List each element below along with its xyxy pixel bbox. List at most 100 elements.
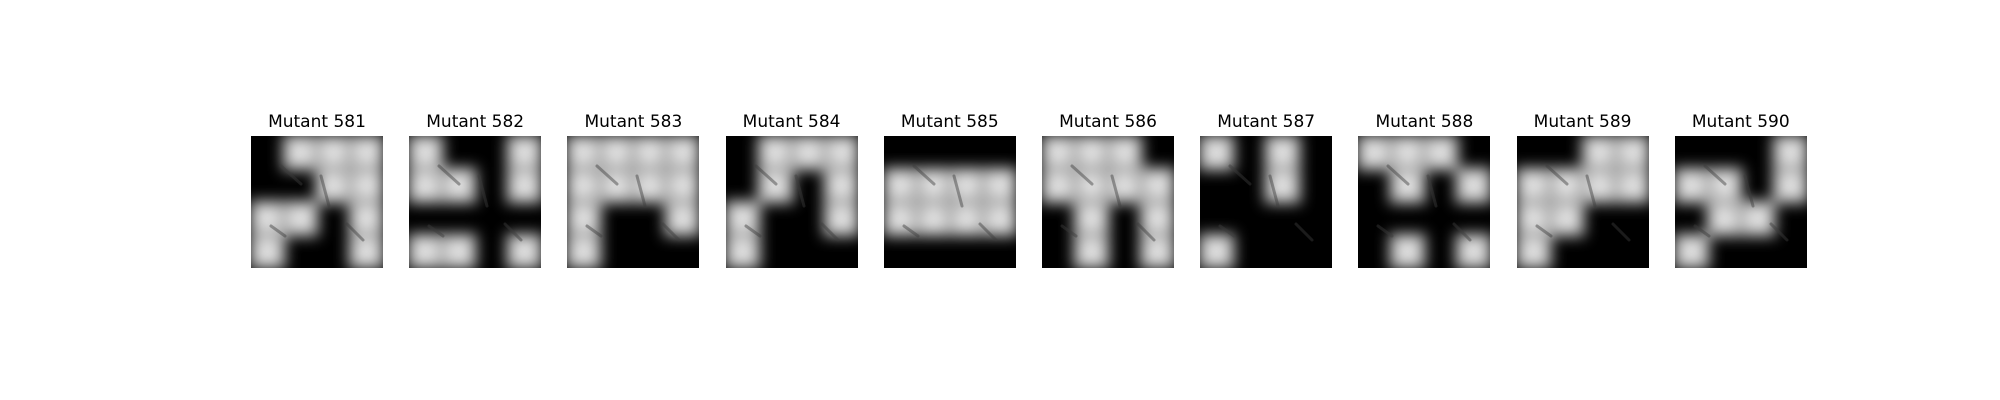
mask-highlight <box>756 136 794 171</box>
texture-stroke <box>477 174 489 208</box>
mask-highlight <box>1422 136 1460 171</box>
mask-highlight <box>282 136 319 171</box>
mask-highlight <box>1073 200 1110 237</box>
mask-highlight <box>1580 136 1618 171</box>
texture-stroke <box>1060 224 1078 238</box>
texture-stroke <box>319 174 331 208</box>
mask-highlight <box>1389 136 1427 171</box>
mask-highlight <box>948 200 985 237</box>
mask-highlight <box>348 200 383 237</box>
mask-highlight <box>1516 200 1552 237</box>
texture-stroke <box>1426 174 1438 208</box>
mask-highlight <box>1706 200 1743 237</box>
mask-highlight <box>631 136 669 171</box>
mask-highlight <box>981 200 1016 237</box>
mask-image <box>1358 136 1491 268</box>
panel-title: Mutant 587 <box>1217 112 1316 132</box>
mask-highlight <box>251 233 286 268</box>
mask-highlight <box>664 167 700 204</box>
texture-stroke <box>978 222 998 242</box>
texture-stroke <box>1693 224 1711 238</box>
texture-stroke <box>1376 224 1394 238</box>
texture-stroke <box>595 164 619 186</box>
mask-highlight <box>1674 233 1710 268</box>
mask-highlight <box>1106 136 1143 171</box>
texture-stroke <box>1452 222 1472 242</box>
texture-stroke <box>1535 224 1553 238</box>
mask-highlight <box>315 136 352 171</box>
mask-highlight <box>506 136 542 171</box>
mask-highlight <box>1772 167 1807 204</box>
texture-stroke <box>269 224 287 238</box>
mask-highlight <box>506 167 542 204</box>
mask-highlight <box>915 167 952 204</box>
mask-highlight <box>822 200 858 237</box>
mask-highlight <box>1389 233 1427 268</box>
mask-highlight <box>409 233 444 268</box>
mask-highlight <box>1106 167 1143 204</box>
mask-highlight <box>1580 167 1618 204</box>
mask-highlight <box>725 200 761 237</box>
panel-title: Mutant 582 <box>426 112 525 132</box>
mask-highlight <box>883 200 919 237</box>
mask-highlight <box>948 167 985 204</box>
texture-stroke <box>1110 174 1122 208</box>
mask-highlight <box>756 167 794 204</box>
panel-title: Mutant 588 <box>1375 112 1474 132</box>
texture-stroke <box>1585 174 1597 208</box>
mask-highlight <box>1073 136 1110 171</box>
mask-image <box>567 136 700 268</box>
mask-highlight <box>1073 167 1110 204</box>
mask-highlight <box>315 167 352 204</box>
mask-highlight <box>567 167 603 204</box>
texture-stroke <box>1386 164 1410 186</box>
mask-highlight <box>1613 167 1649 204</box>
mask-image <box>1516 136 1649 268</box>
mask-highlight <box>664 136 700 171</box>
mask-highlight <box>1674 167 1710 204</box>
mask-highlight <box>981 167 1016 204</box>
mask-image <box>409 136 542 268</box>
texture-stroke <box>427 224 445 238</box>
panel-title: Mutant 584 <box>742 112 841 132</box>
mask-highlight <box>1706 167 1743 204</box>
mask-highlight <box>567 136 603 171</box>
panel-title: Mutant 590 <box>1691 112 1790 132</box>
texture-stroke <box>661 222 681 242</box>
mask-highlight <box>1516 167 1552 204</box>
mask-highlight <box>598 136 636 171</box>
texture-stroke <box>635 174 647 208</box>
mask-highlight <box>1139 233 1174 268</box>
mask-highlight <box>409 136 444 171</box>
mask-highlight <box>1073 233 1110 268</box>
mask-highlight <box>1455 233 1491 268</box>
mask-highlight <box>1264 167 1301 204</box>
mask-highlight <box>631 167 669 204</box>
mask-highlight <box>1042 167 1077 204</box>
mask-highlight <box>440 167 477 204</box>
mask-highlight <box>440 233 477 268</box>
texture-stroke <box>1136 222 1156 242</box>
mask-highlight <box>915 200 952 237</box>
texture-stroke <box>1268 174 1280 208</box>
mask-image <box>1042 136 1174 268</box>
mask-highlight <box>1516 233 1552 268</box>
mask-highlight <box>1139 167 1174 204</box>
texture-stroke <box>279 164 303 186</box>
mask-highlight <box>822 136 858 171</box>
panel-title: Mutant 581 <box>268 112 366 132</box>
panel-title: Mutant 586 <box>1059 112 1157 132</box>
mask-highlight <box>1200 233 1235 268</box>
mask-highlight <box>348 167 383 204</box>
texture-stroke <box>794 174 806 208</box>
mask-highlight <box>598 167 636 204</box>
texture-stroke <box>820 222 840 242</box>
texture-stroke <box>1294 222 1314 242</box>
mask-image <box>725 136 858 268</box>
texture-stroke <box>1228 164 1252 186</box>
texture-stroke <box>345 222 365 242</box>
mask-highlight <box>1358 136 1394 171</box>
mask-highlight <box>664 200 700 237</box>
texture-stroke <box>437 164 461 186</box>
texture-stroke <box>1218 224 1236 238</box>
